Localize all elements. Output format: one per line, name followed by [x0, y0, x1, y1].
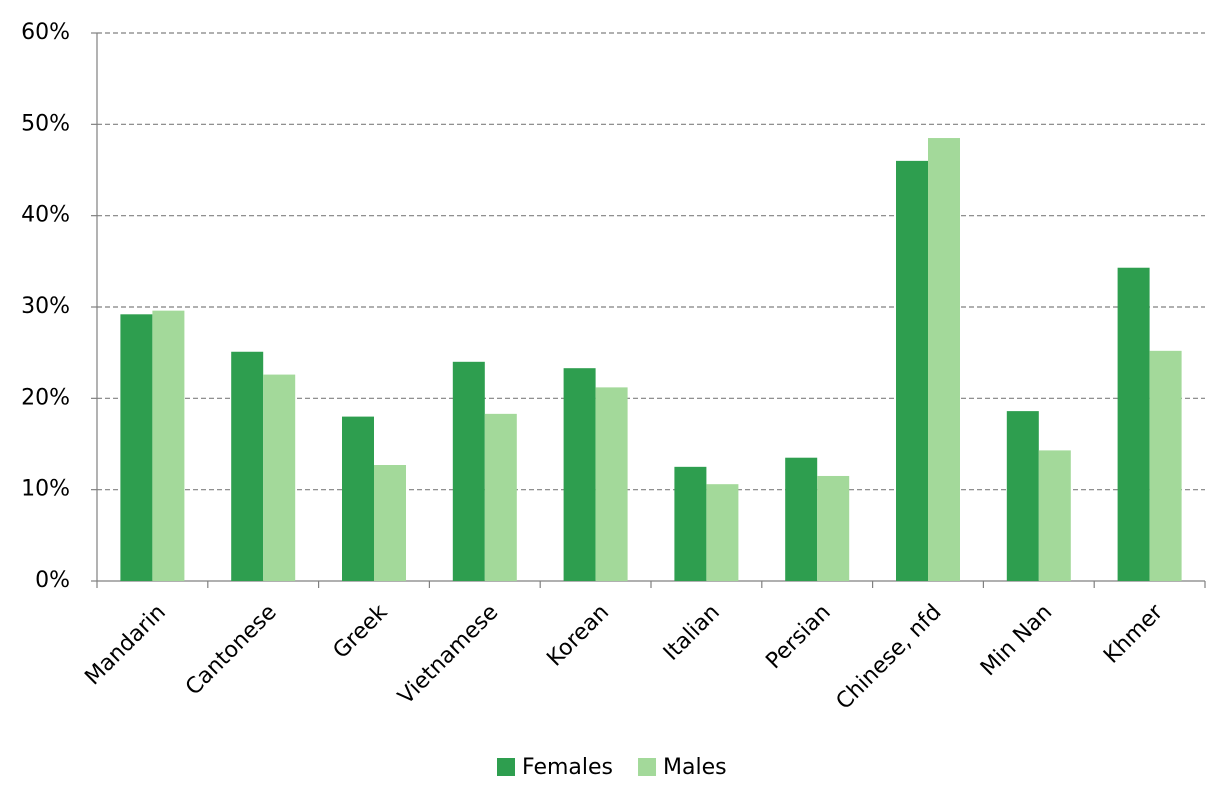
- x-tick-label: Korean: [542, 600, 614, 672]
- bar: [152, 310, 185, 581]
- bar: [928, 138, 960, 582]
- bar: [1038, 450, 1071, 581]
- bar: [342, 416, 374, 581]
- bar: [563, 368, 596, 581]
- x-tick-label: Chinese, nfd: [832, 600, 947, 715]
- y-tick-label: 60%: [21, 20, 70, 45]
- bar: [785, 457, 818, 581]
- bar: [896, 160, 928, 581]
- legend-label: Females: [522, 755, 613, 780]
- x-tick-label: Mandarin: [80, 600, 170, 690]
- bar: [231, 351, 264, 581]
- legend-swatch: [638, 758, 657, 776]
- y-tick-label: 20%: [21, 385, 70, 410]
- bar: [817, 475, 850, 581]
- bar: [1117, 267, 1150, 581]
- x-tick-label: Italian: [659, 600, 725, 666]
- bar: [120, 314, 153, 581]
- bar: [263, 374, 296, 581]
- legend-label: Males: [663, 755, 727, 780]
- bar: [674, 466, 707, 581]
- bar: [374, 465, 406, 581]
- y-tick-label: 10%: [21, 477, 70, 502]
- x-tick-label: Vietnamese: [394, 600, 504, 710]
- x-tick-label: Persian: [761, 600, 835, 674]
- bar: [595, 387, 628, 581]
- bar: [484, 413, 517, 581]
- y-tick-label: 40%: [21, 203, 70, 228]
- legend-swatch: [497, 758, 515, 776]
- bar: [1006, 411, 1039, 581]
- y-tick-label: 50%: [21, 111, 70, 136]
- x-tick-label: Greek: [329, 600, 393, 664]
- bar: [1149, 350, 1182, 581]
- bar: [706, 484, 739, 581]
- bar: [452, 361, 485, 581]
- y-tick-label: 30%: [21, 294, 70, 319]
- x-tick-label: Khmer: [1099, 599, 1169, 669]
- x-tick-label: Cantonese: [181, 600, 282, 701]
- y-tick-label: 0%: [35, 568, 70, 593]
- x-tick-label: Min Nan: [976, 600, 1057, 681]
